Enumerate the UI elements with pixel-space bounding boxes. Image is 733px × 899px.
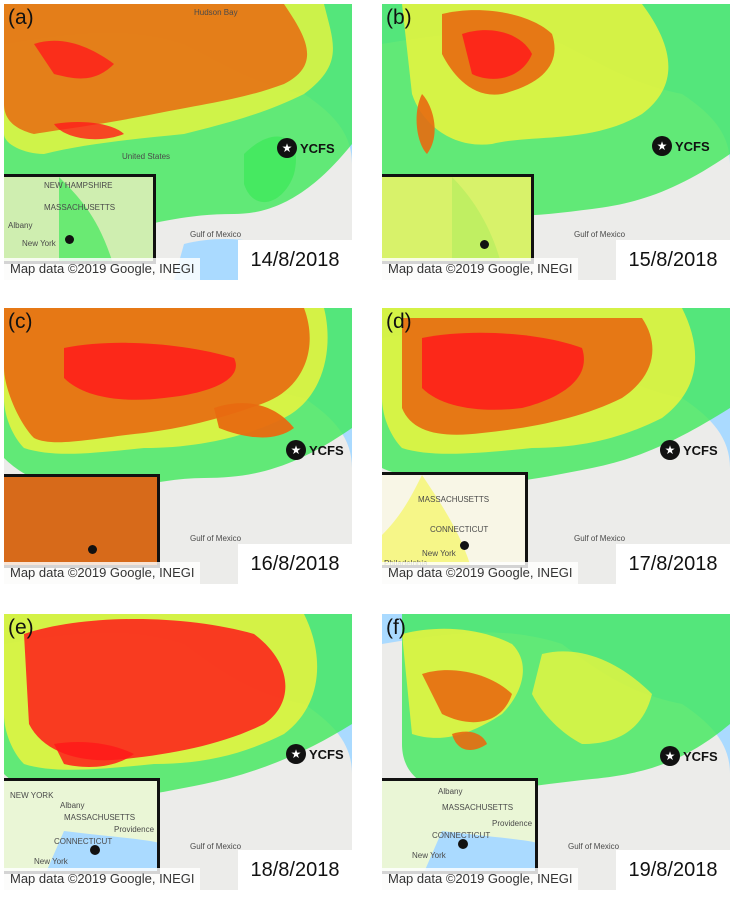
site-marker — [458, 839, 468, 849]
map-attribution: Map data ©2019 Google, INEGI — [382, 258, 578, 280]
inset-map: MASSACHUSETTS CONNECTICUT New York Phila… — [382, 472, 528, 568]
panel-date: 16/8/2018 — [238, 544, 352, 584]
star-icon: ★ — [286, 744, 306, 764]
map-panel-c: (c) Gulf of Mexico ★ YCFS Map data ©2019… — [4, 308, 352, 584]
inset-map: NEW HAMPSHIRE MASSACHUSETTS Albany New Y… — [4, 174, 156, 264]
panel-date: 19/8/2018 — [616, 850, 730, 890]
panel-label: (f) — [386, 616, 406, 640]
map-attribution: Map data ©2019 Google, INEGI — [4, 562, 200, 584]
panel-date: 14/8/2018 — [238, 240, 352, 280]
station-marker: ★ YCFS — [277, 138, 335, 158]
map-panel-a: (a) Hudson Bay United States Gulf of Mex… — [4, 4, 352, 280]
inset-label: Providence — [114, 825, 154, 834]
station-marker: ★ YCFS — [286, 440, 344, 460]
station-name: YCFS — [300, 141, 335, 156]
map-attribution: Map data ©2019 Google, INEGI — [4, 868, 200, 890]
star-icon: ★ — [652, 136, 672, 156]
map-attribution: Map data ©2019 Google, INEGI — [382, 868, 578, 890]
station-name: YCFS — [683, 749, 718, 764]
site-marker — [480, 240, 489, 249]
inset-label: MASSACHUSETTS — [442, 803, 513, 812]
panel-date: 18/8/2018 — [238, 850, 352, 890]
star-icon: ★ — [277, 138, 297, 158]
inset-label: CONNECTICUT — [430, 525, 488, 534]
star-icon: ★ — [660, 440, 680, 460]
map-label: Gulf of Mexico — [574, 230, 625, 239]
site-marker — [65, 235, 74, 244]
inset-label: New York — [22, 239, 56, 248]
map-attribution: Map data ©2019 Google, INEGI — [382, 562, 578, 584]
site-marker — [460, 541, 469, 550]
panel-label: (d) — [386, 310, 412, 334]
station-marker: ★ YCFS — [652, 136, 710, 156]
map-panel-d: (d) Gulf of Mexico MASSACHUSETTS CONNECT… — [382, 308, 730, 584]
site-marker — [88, 545, 97, 554]
map-label: Gulf of Mexico — [574, 534, 625, 543]
inset-label: MASSACHUSETTS — [44, 203, 115, 212]
panel-label: (b) — [386, 6, 412, 30]
panel-label: (e) — [8, 616, 34, 640]
inset-label: Albany — [60, 801, 84, 810]
map-label: United States — [122, 152, 170, 161]
map-label: Gulf of Mexico — [190, 230, 241, 239]
map-label: Gulf of Mexico — [190, 534, 241, 543]
site-marker — [90, 845, 100, 855]
panel-date: 17/8/2018 — [616, 544, 730, 584]
inset-label: New York — [422, 549, 456, 558]
map-panel-b: (b) Gulf of Mexico ★ YCFS Map data ©2019… — [382, 4, 730, 280]
inset-label: Providence — [492, 819, 532, 828]
panel-date: 15/8/2018 — [616, 240, 730, 280]
inset-map: NEW YORK Albany MASSACHUSETTS Providence… — [4, 778, 160, 874]
inset-map — [382, 174, 534, 264]
inset-label: MASSACHUSETTS — [418, 495, 489, 504]
station-marker: ★ YCFS — [286, 744, 344, 764]
panel-label: (c) — [8, 310, 33, 334]
inset-label: New York — [34, 857, 68, 866]
inset-label: Albany — [438, 787, 462, 796]
inset-map — [4, 474, 160, 568]
map-attribution: Map data ©2019 Google, INEGI — [4, 258, 200, 280]
inset-map: Albany MASSACHUSETTS Providence CONNECTI… — [382, 778, 538, 874]
star-icon: ★ — [286, 440, 306, 460]
inset-label: Albany — [8, 221, 32, 230]
inset-label: NEW HAMPSHIRE — [44, 181, 112, 190]
station-name: YCFS — [683, 443, 718, 458]
inset-label: New York — [412, 851, 446, 860]
inset-label: NEW YORK — [10, 791, 53, 800]
station-name: YCFS — [309, 443, 344, 458]
station-name: YCFS — [675, 139, 710, 154]
station-name: YCFS — [309, 747, 344, 762]
map-label: Hudson Bay — [194, 8, 238, 17]
inset-label: CONNECTICUT — [54, 837, 112, 846]
map-panel-f: (f) Gulf of Mexico Albany MASSACHUSETTS … — [382, 614, 730, 890]
map-panel-e: (e) Gulf of Mexico NEW YORK Albany MASSA… — [4, 614, 352, 890]
inset-map-background — [382, 177, 534, 264]
map-label: Gulf of Mexico — [568, 842, 619, 851]
station-marker: ★ YCFS — [660, 746, 718, 766]
map-label: Gulf of Mexico — [190, 842, 241, 851]
star-icon: ★ — [660, 746, 680, 766]
station-marker: ★ YCFS — [660, 440, 718, 460]
inset-label: MASSACHUSETTS — [64, 813, 135, 822]
panel-label: (a) — [8, 6, 34, 30]
